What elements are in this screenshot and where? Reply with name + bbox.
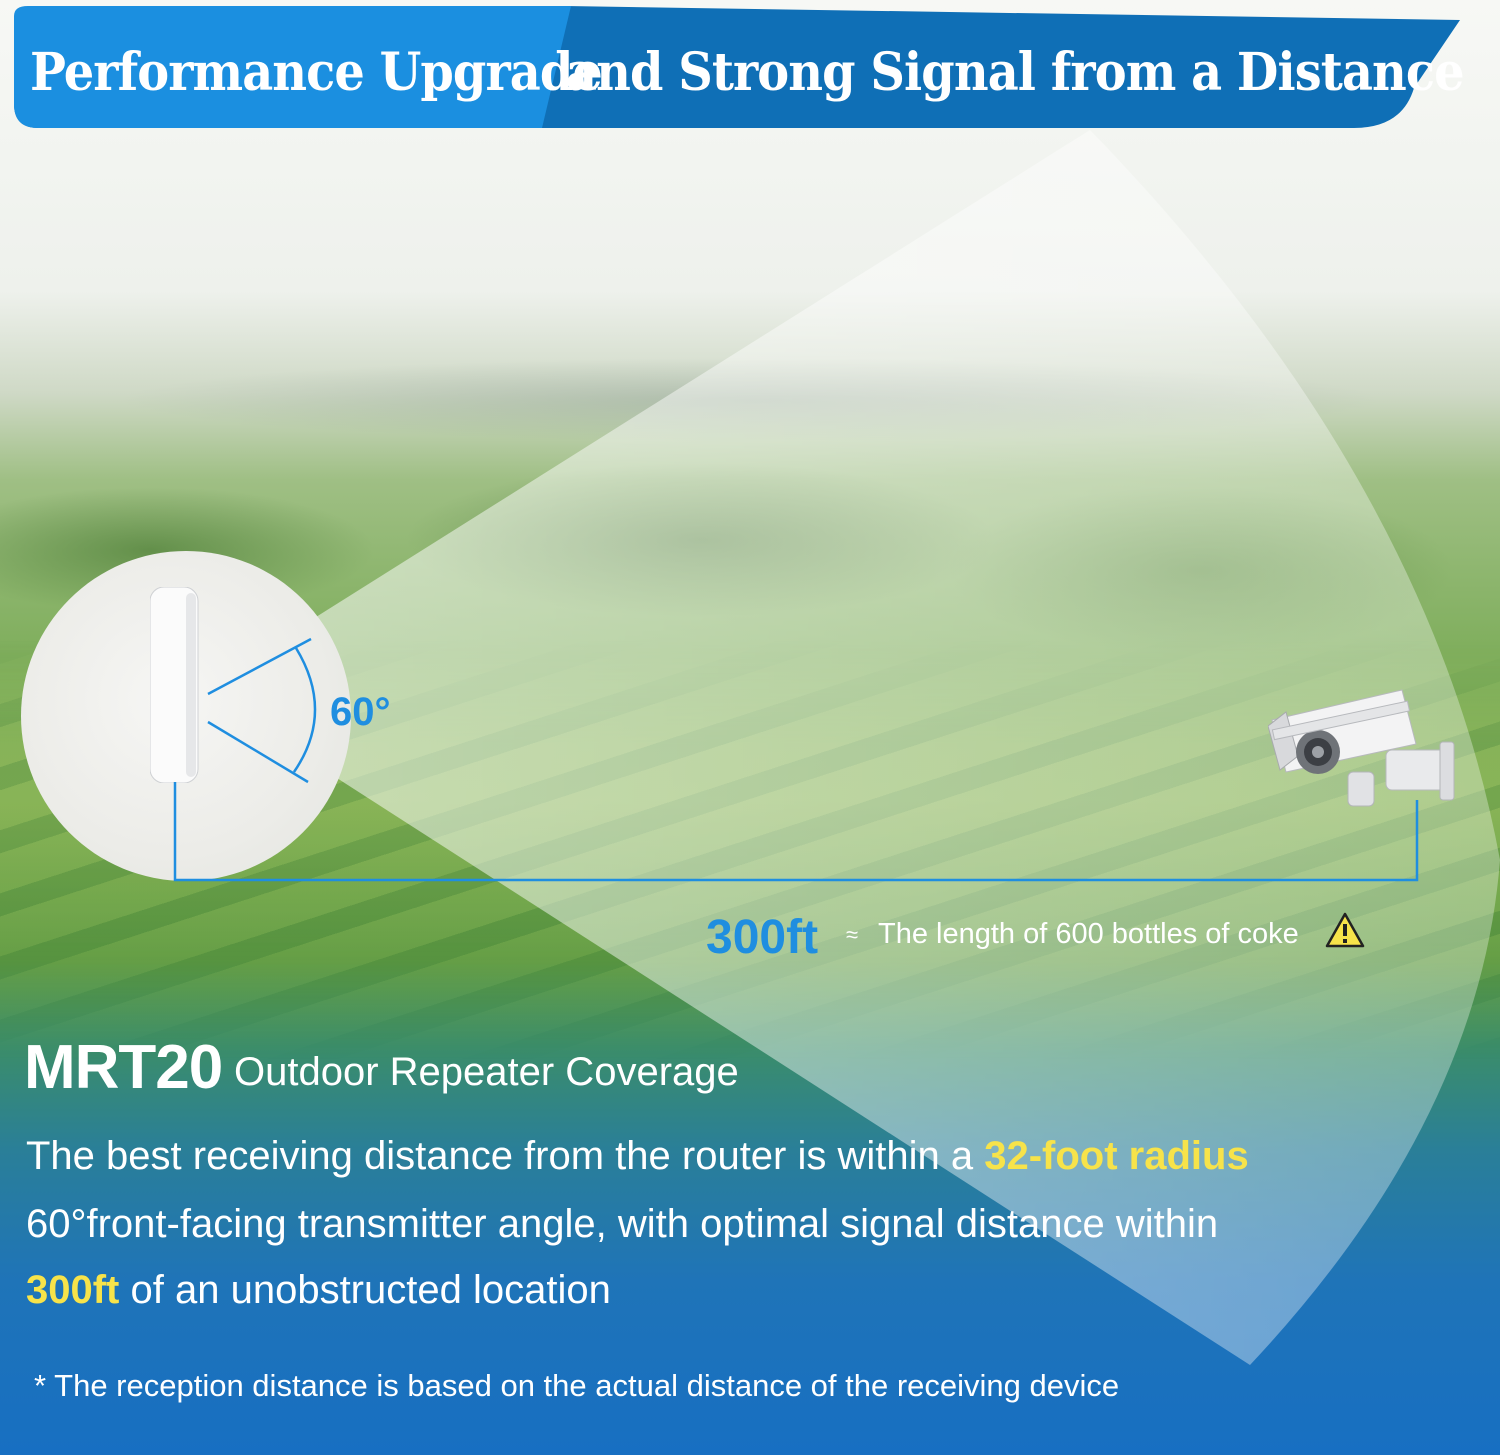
- footnote: * The reception distance is based on the…: [34, 1368, 1119, 1404]
- distance-comparison: The length of 600 bottles of coke: [878, 918, 1299, 950]
- distance-value: 300ft: [706, 911, 819, 964]
- warning-triangle-icon: [1325, 912, 1365, 948]
- body-line-1: The best receiving distance from the rou…: [26, 1134, 1249, 1179]
- product-subtitle: Outdoor Repeater Coverage: [234, 1050, 739, 1094]
- angle-label: 60°: [330, 690, 391, 734]
- distance-highlight: 300ft: [26, 1268, 120, 1312]
- repeater-device-icon: [150, 587, 199, 783]
- distance-line: [173, 782, 1419, 882]
- body-line-3-text: of an unobstructed location: [119, 1268, 611, 1312]
- security-camera-icon: [1268, 689, 1455, 807]
- title-left: Performance Upgrade: [30, 42, 603, 103]
- footnote-text: The reception distance is based on the a…: [54, 1368, 1120, 1403]
- radius-highlight: 32-foot radius: [984, 1134, 1249, 1178]
- title-right: and Strong Signal from a Distance: [566, 42, 1465, 103]
- body-line-3: 300ft of an unobstructed location: [26, 1268, 611, 1313]
- product-model: MRT20: [24, 1033, 223, 1102]
- body-line-1-text: The best receiving distance from the rou…: [26, 1134, 985, 1178]
- title-banner: Performance Upgrade and Strong Signal fr…: [14, 6, 1465, 128]
- approx-symbol: ≈: [846, 922, 859, 947]
- body-line-2: 60°front-facing transmitter angle, with …: [26, 1202, 1219, 1246]
- asterisk-icon: *: [34, 1368, 47, 1403]
